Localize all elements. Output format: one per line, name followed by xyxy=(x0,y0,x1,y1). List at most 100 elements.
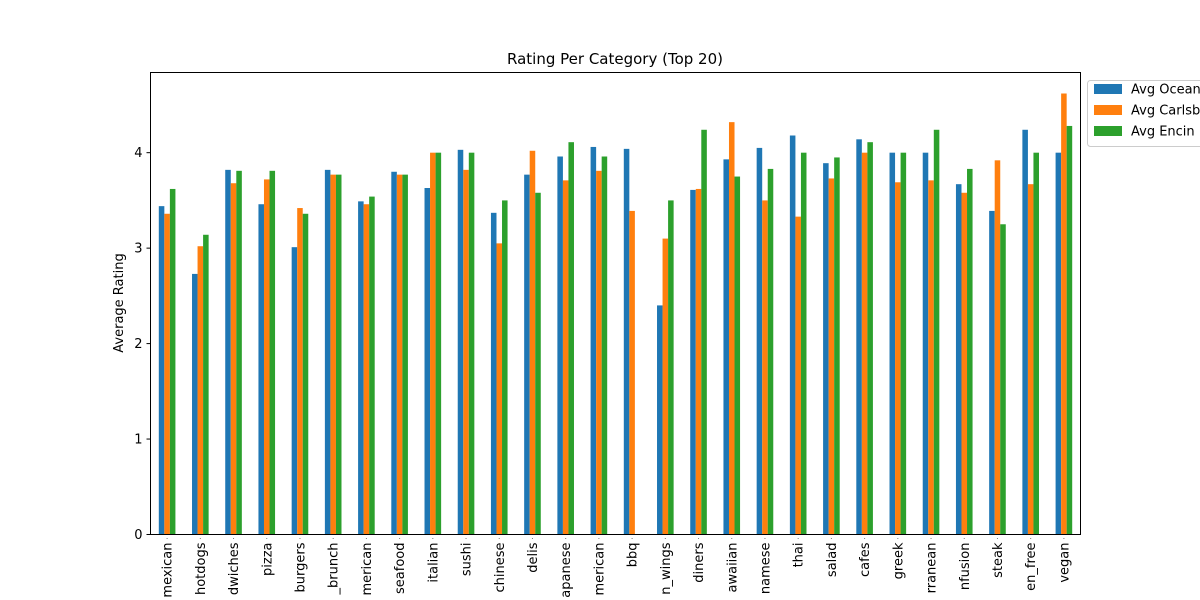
y-tick-label: 0 xyxy=(134,528,142,543)
bar xyxy=(424,188,431,535)
x-tick-label: pizza xyxy=(260,543,275,576)
bar xyxy=(330,174,336,535)
x-tick-label: burgers xyxy=(293,542,308,592)
x-tick-label: greek xyxy=(891,542,906,579)
bar xyxy=(396,174,403,535)
x-tick-label: en_free xyxy=(1024,543,1039,591)
bar xyxy=(363,204,370,535)
bar xyxy=(1061,93,1067,535)
bar xyxy=(568,142,574,535)
bar xyxy=(435,152,442,535)
bar xyxy=(889,152,896,535)
bars-group xyxy=(158,93,1073,535)
x-tick-label: mexican xyxy=(161,543,176,598)
bar xyxy=(529,150,536,535)
bar xyxy=(668,200,674,535)
bar xyxy=(657,305,663,535)
bar xyxy=(695,188,702,535)
plot-area-frame xyxy=(150,72,1081,535)
bar xyxy=(291,247,298,535)
bar xyxy=(767,168,774,535)
legend: Avg Ocean Avg Carlsb Avg Encin xyxy=(1087,80,1200,147)
x-tick-label: sushi xyxy=(460,543,475,577)
x-tick-label: awaiian xyxy=(725,543,740,593)
bar xyxy=(225,169,231,535)
bar xyxy=(601,156,608,535)
x-axis-ticks: mexican hotdogs dwiches pizza burgers _brunch… xyxy=(161,538,1072,598)
bar xyxy=(623,148,630,535)
bar xyxy=(562,180,569,535)
bar xyxy=(994,160,1001,535)
bar xyxy=(728,122,735,535)
legend-swatch xyxy=(1094,105,1122,115)
x-tick-label: thai xyxy=(792,543,807,568)
bar xyxy=(701,129,707,535)
bar xyxy=(861,152,868,535)
bar xyxy=(1055,152,1062,535)
bar xyxy=(236,170,242,535)
legend-entry: Avg Encin xyxy=(1131,125,1195,140)
x-tick-label: delis xyxy=(526,542,541,572)
bar xyxy=(933,129,940,535)
legend-entry: Avg Carlsb xyxy=(1131,104,1200,119)
bar xyxy=(1000,224,1006,535)
bar xyxy=(263,179,270,535)
bar xyxy=(989,210,995,535)
bar xyxy=(490,212,497,535)
bar xyxy=(895,182,901,535)
bar xyxy=(468,152,475,535)
bar xyxy=(590,146,597,535)
bar xyxy=(629,210,635,535)
bar xyxy=(230,183,237,535)
bar xyxy=(1022,129,1028,535)
bar xyxy=(358,201,364,535)
bar xyxy=(463,169,469,535)
bar xyxy=(967,168,973,535)
bar xyxy=(297,208,303,535)
x-tick-label: diners xyxy=(692,542,707,582)
bar xyxy=(430,152,436,535)
bar xyxy=(762,200,768,535)
y-tick-label: 4 xyxy=(134,146,142,161)
bar xyxy=(955,184,962,535)
bar xyxy=(169,188,176,535)
bar xyxy=(961,192,968,535)
bar xyxy=(800,152,807,535)
bar xyxy=(928,180,934,535)
bar xyxy=(856,139,862,535)
bar xyxy=(900,152,907,535)
bar xyxy=(524,174,530,535)
y-tick-label: 3 xyxy=(134,242,142,257)
legend-swatch xyxy=(1094,126,1122,136)
x-tick-label: cafes xyxy=(858,542,873,577)
bar xyxy=(164,213,170,535)
bar xyxy=(203,234,209,535)
x-tick-label: rranean xyxy=(925,543,940,594)
x-tick-label: hotdogs xyxy=(194,542,209,595)
bar xyxy=(496,243,503,535)
bar xyxy=(1027,184,1034,535)
bar xyxy=(192,273,198,535)
x-tick-label: namese xyxy=(758,543,773,595)
bar xyxy=(795,216,801,535)
bar xyxy=(756,147,763,535)
bar xyxy=(834,157,840,535)
bar xyxy=(402,174,408,535)
y-axis-ticks: 0 1 2 3 4 xyxy=(134,146,151,543)
x-tick-label: n_wings xyxy=(659,542,674,594)
x-tick-label: salad xyxy=(825,543,840,578)
bar xyxy=(828,178,835,535)
bar xyxy=(557,156,563,535)
bar xyxy=(596,170,602,535)
bar xyxy=(789,135,796,535)
bar xyxy=(723,159,729,535)
x-tick-label: italian xyxy=(426,543,441,583)
bar xyxy=(535,192,541,535)
legend-entry: Avg Ocean xyxy=(1131,83,1200,98)
bar xyxy=(502,200,508,535)
bar xyxy=(158,206,165,535)
x-tick-label: apanese xyxy=(559,543,574,598)
bar xyxy=(324,169,331,535)
chart-title: Rating Per Category (Top 20) xyxy=(507,50,723,68)
